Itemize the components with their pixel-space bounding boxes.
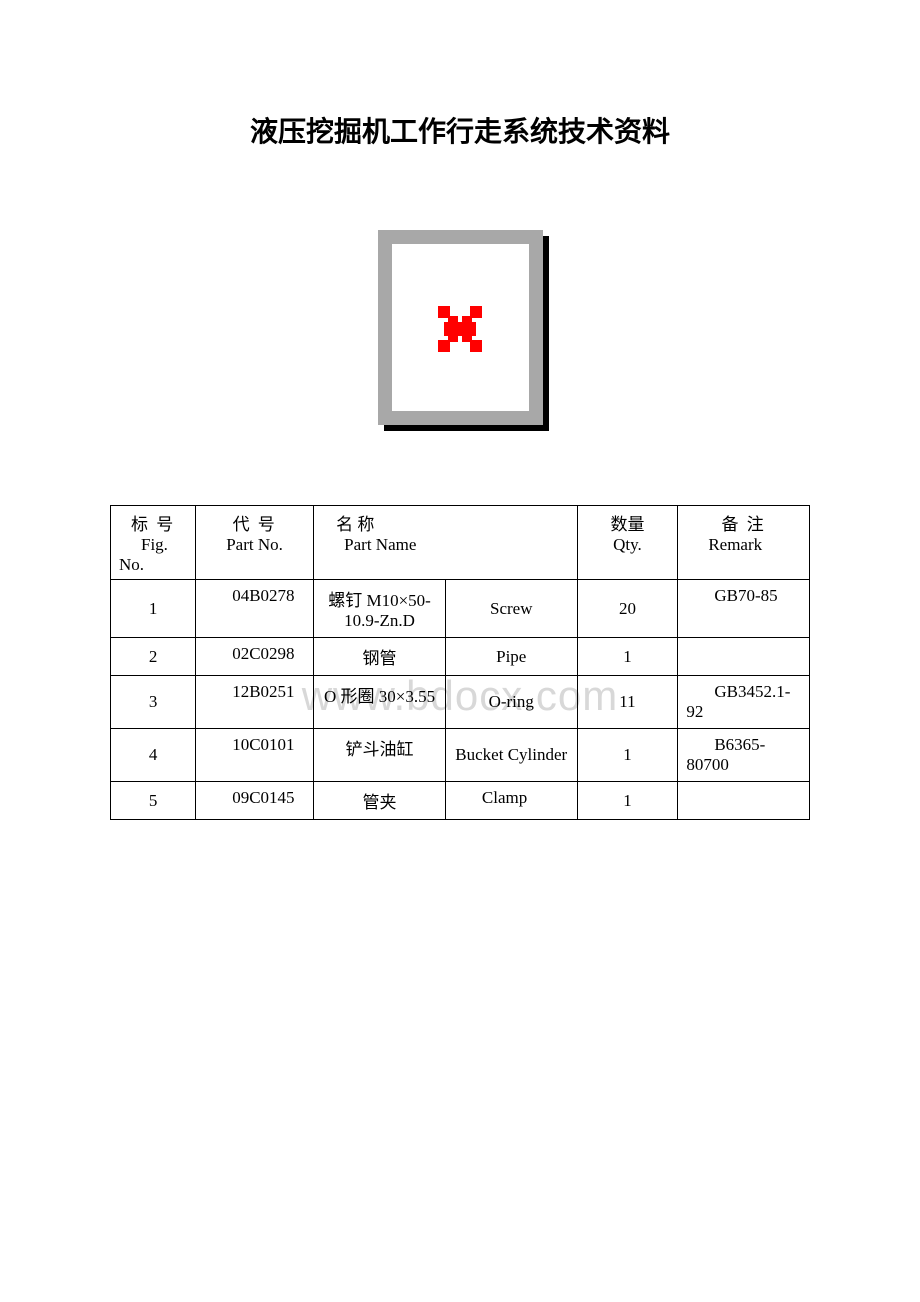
cell-name-en: O-ring xyxy=(445,676,577,729)
cell-qty: 1 xyxy=(577,782,678,820)
cell-part-value: 09C0145 xyxy=(204,788,305,808)
cell-name-en: Pipe xyxy=(445,638,577,676)
cell-part-value: 04B0278 xyxy=(204,586,305,606)
header-name: 名 称 Part Name xyxy=(314,506,577,580)
cell-name-en: Screw xyxy=(445,580,577,638)
header-part: 代 号 Part No. xyxy=(196,506,314,580)
header-fig: 标 号 Fig. No. xyxy=(111,506,196,580)
parts-table: 标 号 Fig. No. 代 号 Part No. 名 称 Part Name … xyxy=(110,505,810,820)
cell-part-value: 12B0251 xyxy=(204,682,305,702)
cell-part-value: 02C0298 xyxy=(204,644,305,664)
cell-remark xyxy=(678,638,810,676)
cell-remark-value: GB70-85 xyxy=(686,586,801,606)
header-fig-cn: 标 号 xyxy=(119,510,187,535)
header-remark: 备 注 Remark xyxy=(678,506,810,580)
cell-name-en-value: Clamp xyxy=(454,788,569,808)
header-fig-en: Fig. No. xyxy=(119,535,187,575)
cell-remark: GB70-85 xyxy=(678,580,810,638)
header-qty-cn: 数量 xyxy=(586,510,670,535)
cell-part: 10C0101 xyxy=(196,729,314,782)
header-name-cn: 名 称 xyxy=(322,510,568,535)
cell-remark xyxy=(678,782,810,820)
header-remark-en: Remark xyxy=(686,535,801,555)
broken-image-icon xyxy=(430,298,490,358)
cell-fig: 3 xyxy=(111,676,196,729)
cell-name-cn: O 形圈 30×3.55 xyxy=(314,676,446,729)
header-qty: 数量 Qty. xyxy=(577,506,678,580)
cell-remark-value: GB3452.1-92 xyxy=(686,682,801,722)
cell-name-en: Bucket Cylinder xyxy=(445,729,577,782)
table-row: 2 02C0298 钢管 Pipe 1 xyxy=(111,638,810,676)
cell-name-cn: 管夹 xyxy=(314,782,446,820)
header-part-en: Part No. xyxy=(204,535,305,555)
cell-fig: 2 xyxy=(111,638,196,676)
cell-remark-value: B6365-80700 xyxy=(686,735,801,775)
header-part-cn: 代 号 xyxy=(204,510,305,535)
cell-part: 02C0298 xyxy=(196,638,314,676)
table-header-row: 标 号 Fig. No. 代 号 Part No. 名 称 Part Name … xyxy=(111,506,810,580)
cell-part: 04B0278 xyxy=(196,580,314,638)
cell-fig: 5 xyxy=(111,782,196,820)
cell-qty: 1 xyxy=(577,729,678,782)
header-remark-cn: 备 注 xyxy=(686,510,801,535)
cell-qty: 1 xyxy=(577,638,678,676)
cell-name-cn: 铲斗油缸 xyxy=(314,729,446,782)
header-name-en: Part Name xyxy=(322,535,568,555)
cell-qty: 20 xyxy=(577,580,678,638)
cell-fig: 4 xyxy=(111,729,196,782)
broken-image-placeholder xyxy=(378,230,543,425)
table-row: 4 10C0101 铲斗油缸 Bucket Cylinder 1 B6365-8… xyxy=(111,729,810,782)
cell-qty: 11 xyxy=(577,676,678,729)
document-title: 液压挖掘机工作行走系统技术资料 xyxy=(110,110,810,150)
cell-remark: B6365-80700 xyxy=(678,729,810,782)
table-row: 1 04B0278 螺钉 M10×50-10.9-Zn.D Screw 20 G… xyxy=(111,580,810,638)
image-inner xyxy=(392,244,529,411)
table-row: 5 09C0145 管夹 Clamp 1 xyxy=(111,782,810,820)
cell-name-cn: 螺钉 M10×50-10.9-Zn.D xyxy=(314,580,446,638)
cell-name-en: Clamp xyxy=(445,782,577,820)
table-row: 3 12B0251 O 形圈 30×3.55 O-ring 11 GB3452.… xyxy=(111,676,810,729)
cell-part: 12B0251 xyxy=(196,676,314,729)
cell-part-value: 10C0101 xyxy=(204,735,305,755)
cell-part: 09C0145 xyxy=(196,782,314,820)
cell-name-cn: 钢管 xyxy=(314,638,446,676)
cell-remark: GB3452.1-92 xyxy=(678,676,810,729)
cell-fig: 1 xyxy=(111,580,196,638)
header-qty-en: Qty. xyxy=(586,535,670,555)
